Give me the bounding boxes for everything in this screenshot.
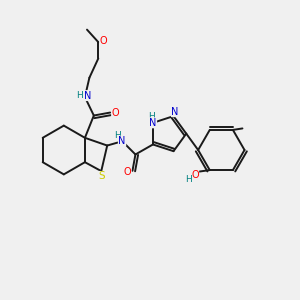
Text: H: H [114, 131, 120, 140]
Text: O: O [112, 108, 119, 118]
Text: S: S [98, 172, 105, 182]
Text: H: H [185, 175, 191, 184]
Text: O: O [191, 169, 199, 179]
Text: N: N [171, 107, 179, 117]
Text: H: H [148, 112, 155, 122]
Text: H: H [76, 91, 83, 100]
Text: O: O [123, 167, 131, 177]
Text: N: N [84, 91, 91, 100]
Text: N: N [118, 136, 126, 146]
Text: O: O [100, 36, 107, 46]
Text: N: N [149, 118, 157, 128]
